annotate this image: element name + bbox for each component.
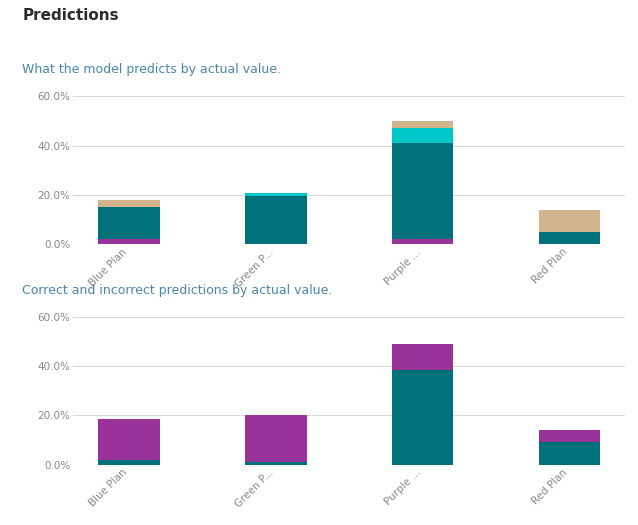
Bar (538, 430, 600, 443)
Bar (245, 461, 307, 465)
Bar (392, 143, 454, 239)
Bar (98, 207, 160, 239)
Bar (538, 209, 600, 232)
Bar (245, 415, 307, 461)
Bar (392, 239, 454, 244)
Bar (392, 344, 454, 370)
Text: Correct and incorrect predictions by actual value.: Correct and incorrect predictions by act… (22, 284, 332, 297)
Bar (98, 200, 160, 207)
Bar (245, 193, 307, 196)
Bar (245, 196, 307, 244)
Bar (392, 129, 454, 143)
Bar (98, 419, 160, 460)
Bar (392, 121, 454, 129)
Text: What the model predicts by actual value.: What the model predicts by actual value. (22, 63, 281, 76)
Text: Predictions: Predictions (22, 8, 119, 23)
Bar (538, 443, 600, 465)
Bar (538, 232, 600, 244)
Bar (98, 460, 160, 465)
Bar (98, 239, 160, 244)
Bar (392, 370, 454, 465)
